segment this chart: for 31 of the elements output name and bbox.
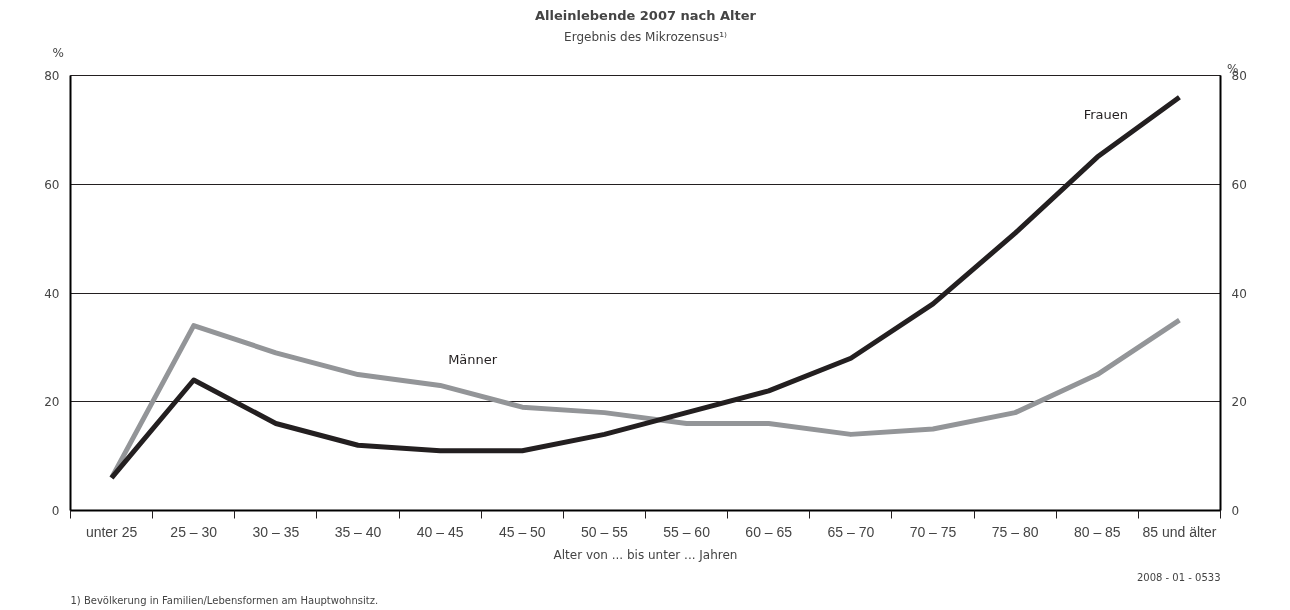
y-tick-label: 80 [44, 69, 60, 83]
series-label: Frauen [1083, 107, 1129, 123]
y-axis-title: % [52, 45, 64, 60]
x-tick-label: 40 – 45 [416, 523, 464, 540]
x-tick-label: 80 – 85 [1073, 523, 1121, 540]
y-tick-label: 20 [44, 395, 60, 410]
y2-tick-label: 20 [1231, 395, 1247, 410]
chart-title: Alleinlebende 2007 nach Alter [535, 7, 757, 23]
chart-subtitle: Ergebnis des Mikrozensus¹⁾ [564, 29, 727, 44]
text: 1) Bevölkerung in Familien/Lebensformen am Hauptwohnsitz. [70, 594, 379, 606]
x-tick-label: 70 – 75 [909, 523, 957, 540]
x-tick-label: unter 25 [85, 523, 138, 540]
x-tick-label: 30 – 35 [252, 523, 300, 540]
y-tick-label: 60 [44, 177, 60, 192]
x-tick-label: 45 – 50 [498, 523, 546, 540]
y2-tick-label: 0 [1231, 504, 1240, 518]
x-tick-label: 85 und älter [1142, 523, 1217, 540]
x-tick-label: 25 – 30 [170, 523, 218, 540]
x-tick-label: 60 – 65 [745, 523, 793, 540]
y2-tick-label: 40 [1231, 286, 1247, 301]
x-tick-label: 50 – 55 [581, 523, 628, 540]
y-tick-label: 0 [51, 504, 60, 518]
y-tick-label: 40 [44, 286, 60, 301]
x-tick-label: 65 – 70 [827, 523, 875, 540]
x-axis-title: Alter von ... bis unter ... Jahren [553, 547, 738, 562]
text: 2008 - 01 - 0533 [1136, 571, 1221, 583]
x-tick-label: 55 – 60 [663, 523, 711, 540]
y2-tick-label: 60 [1231, 177, 1247, 192]
x-tick-label: 75 – 80 [991, 523, 1039, 540]
series-label: Männer [448, 352, 498, 368]
x-tick-label: 35 – 40 [334, 523, 382, 540]
